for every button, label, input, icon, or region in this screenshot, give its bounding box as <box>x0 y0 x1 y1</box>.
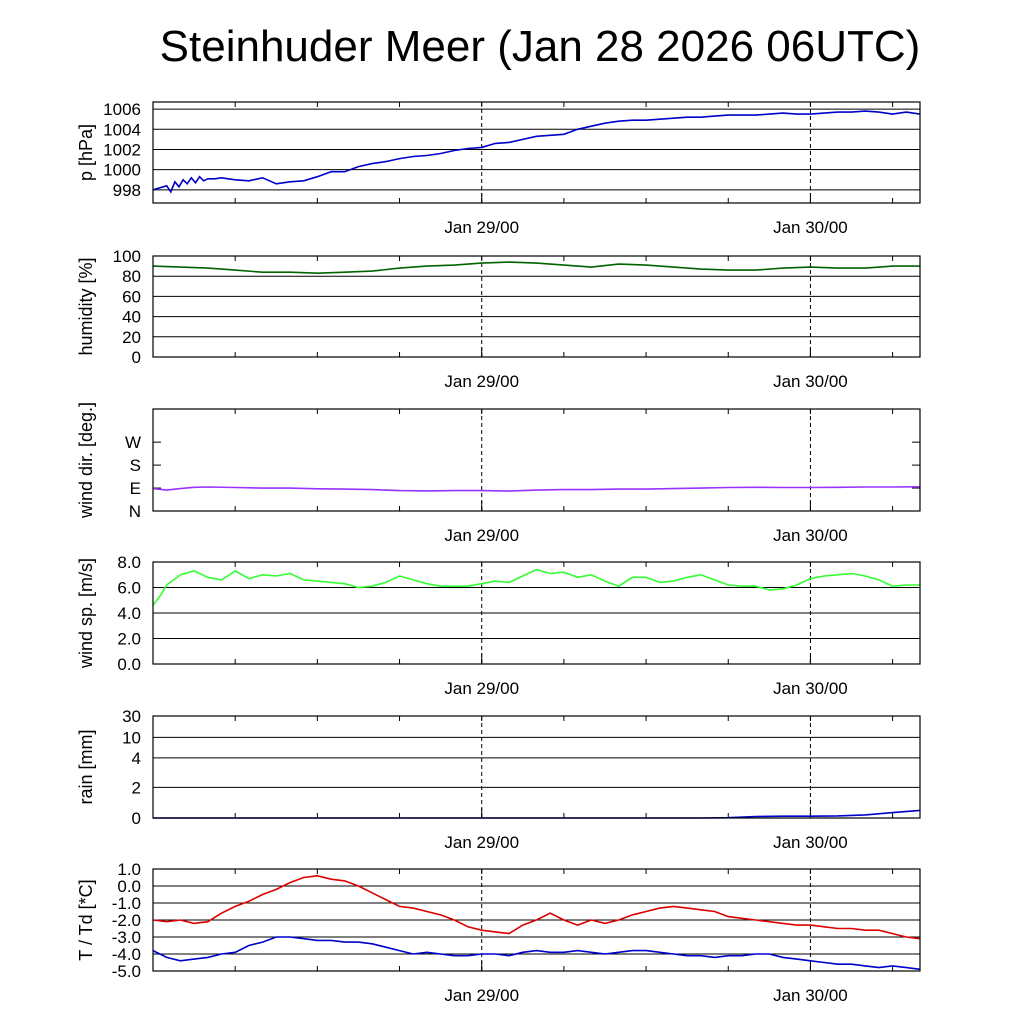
y-axis-label: rain [mm] <box>76 729 96 804</box>
y-tick-label: -2.0 <box>112 911 141 930</box>
plot-frame <box>152 561 921 665</box>
plot-frame <box>152 255 921 358</box>
y-tick-label: -4.0 <box>112 945 141 964</box>
y-tick-label: N <box>129 502 141 521</box>
y-tick-label: 1000 <box>103 161 141 180</box>
x-tick-label: Jan 30/00 <box>773 526 848 545</box>
series-line-wind-direction <box>152 486 921 492</box>
y-tick-label: 40 <box>122 308 141 327</box>
y-tick-label: 1006 <box>103 100 141 119</box>
y-tick-label: 0 <box>132 809 141 828</box>
y-tick-label: W <box>125 433 141 452</box>
x-tick-label: Jan 29/00 <box>444 526 519 545</box>
y-tick-label: 10 <box>122 728 141 747</box>
y-tick-label: 80 <box>122 267 141 286</box>
plot-frame <box>152 715 921 819</box>
y-axis-label: T / Td [*C] <box>76 879 96 960</box>
y-tick-label: -5.0 <box>112 962 141 981</box>
y-tick-label: 100 <box>113 247 141 266</box>
y-axis-label: wind sp. [m/s] <box>76 558 96 669</box>
y-tick-label: 0 <box>132 348 141 367</box>
series-line-pressure <box>152 110 921 194</box>
y-tick-label: -3.0 <box>112 928 141 947</box>
series-line-td <box>152 936 921 971</box>
y-tick-label: 998 <box>113 181 141 200</box>
y-axis-label: humidity [%] <box>76 257 96 355</box>
x-tick-label: Jan 29/00 <box>444 218 519 237</box>
plot-frame <box>152 868 921 972</box>
x-tick-label: Jan 30/00 <box>773 372 848 391</box>
y-tick-label: 0.0 <box>117 877 141 896</box>
y-tick-label: 1002 <box>103 140 141 159</box>
y-tick-label: 4.0 <box>117 604 141 623</box>
plot-frame <box>152 408 921 512</box>
panel-rain: 0 2 4 10 30 Jan 29/00 Jan 30/00 rain [mm] <box>76 707 921 852</box>
y-axis-label: wind dir. [deg.] <box>76 402 96 519</box>
y-tick-label: 20 <box>122 328 141 347</box>
page-title: Steinhuder Meer (Jan 28 2026 06UTC) <box>159 22 921 71</box>
x-tick-label: Jan 30/00 <box>773 833 848 852</box>
series-line-rain <box>153 809 921 819</box>
y-tick-label: 30 <box>122 707 141 726</box>
x-tick-label: Jan 29/00 <box>444 833 519 852</box>
x-tick-label: Jan 29/00 <box>444 679 519 698</box>
panel-wind_speed: 0.0 2.0 4.0 6.0 8.0 Jan 29/00 Jan 30/00 wind sp… <box>76 553 921 698</box>
y-tick-label: -1.0 <box>112 894 141 913</box>
x-tick-label: Jan 30/00 <box>773 218 848 237</box>
y-tick-label: 2.0 <box>117 630 141 649</box>
series-line-humidity <box>152 261 920 275</box>
series-line-wind-speed <box>152 568 920 606</box>
x-tick-label: Jan 29/00 <box>444 986 519 1005</box>
y-tick-label: 1.0 <box>117 860 141 879</box>
x-tick-label: Jan 30/00 <box>773 986 848 1005</box>
x-tick-label: Jan 29/00 <box>444 372 519 391</box>
y-tick-label: 1004 <box>103 120 141 139</box>
series-line-t <box>152 874 921 940</box>
y-tick-label: 8.0 <box>117 553 141 572</box>
y-tick-label: 0.0 <box>117 655 141 674</box>
y-tick-label: E <box>130 479 141 498</box>
y-tick-label: 6.0 <box>117 579 141 598</box>
panel-temperature: 1.00.0-1.0-2.0-3.0-4.0-5.0 Jan 29/00 Jan 3… <box>76 860 921 1005</box>
plot-frame <box>152 101 921 204</box>
y-tick-label: 60 <box>122 287 141 306</box>
y-tick-label: 2 <box>132 778 141 797</box>
x-tick-label: Jan 30/00 <box>773 679 848 698</box>
y-tick-label: S <box>130 456 141 475</box>
y-tick-label: 4 <box>132 749 141 768</box>
y-axis-label: p [hPa] <box>76 124 96 181</box>
